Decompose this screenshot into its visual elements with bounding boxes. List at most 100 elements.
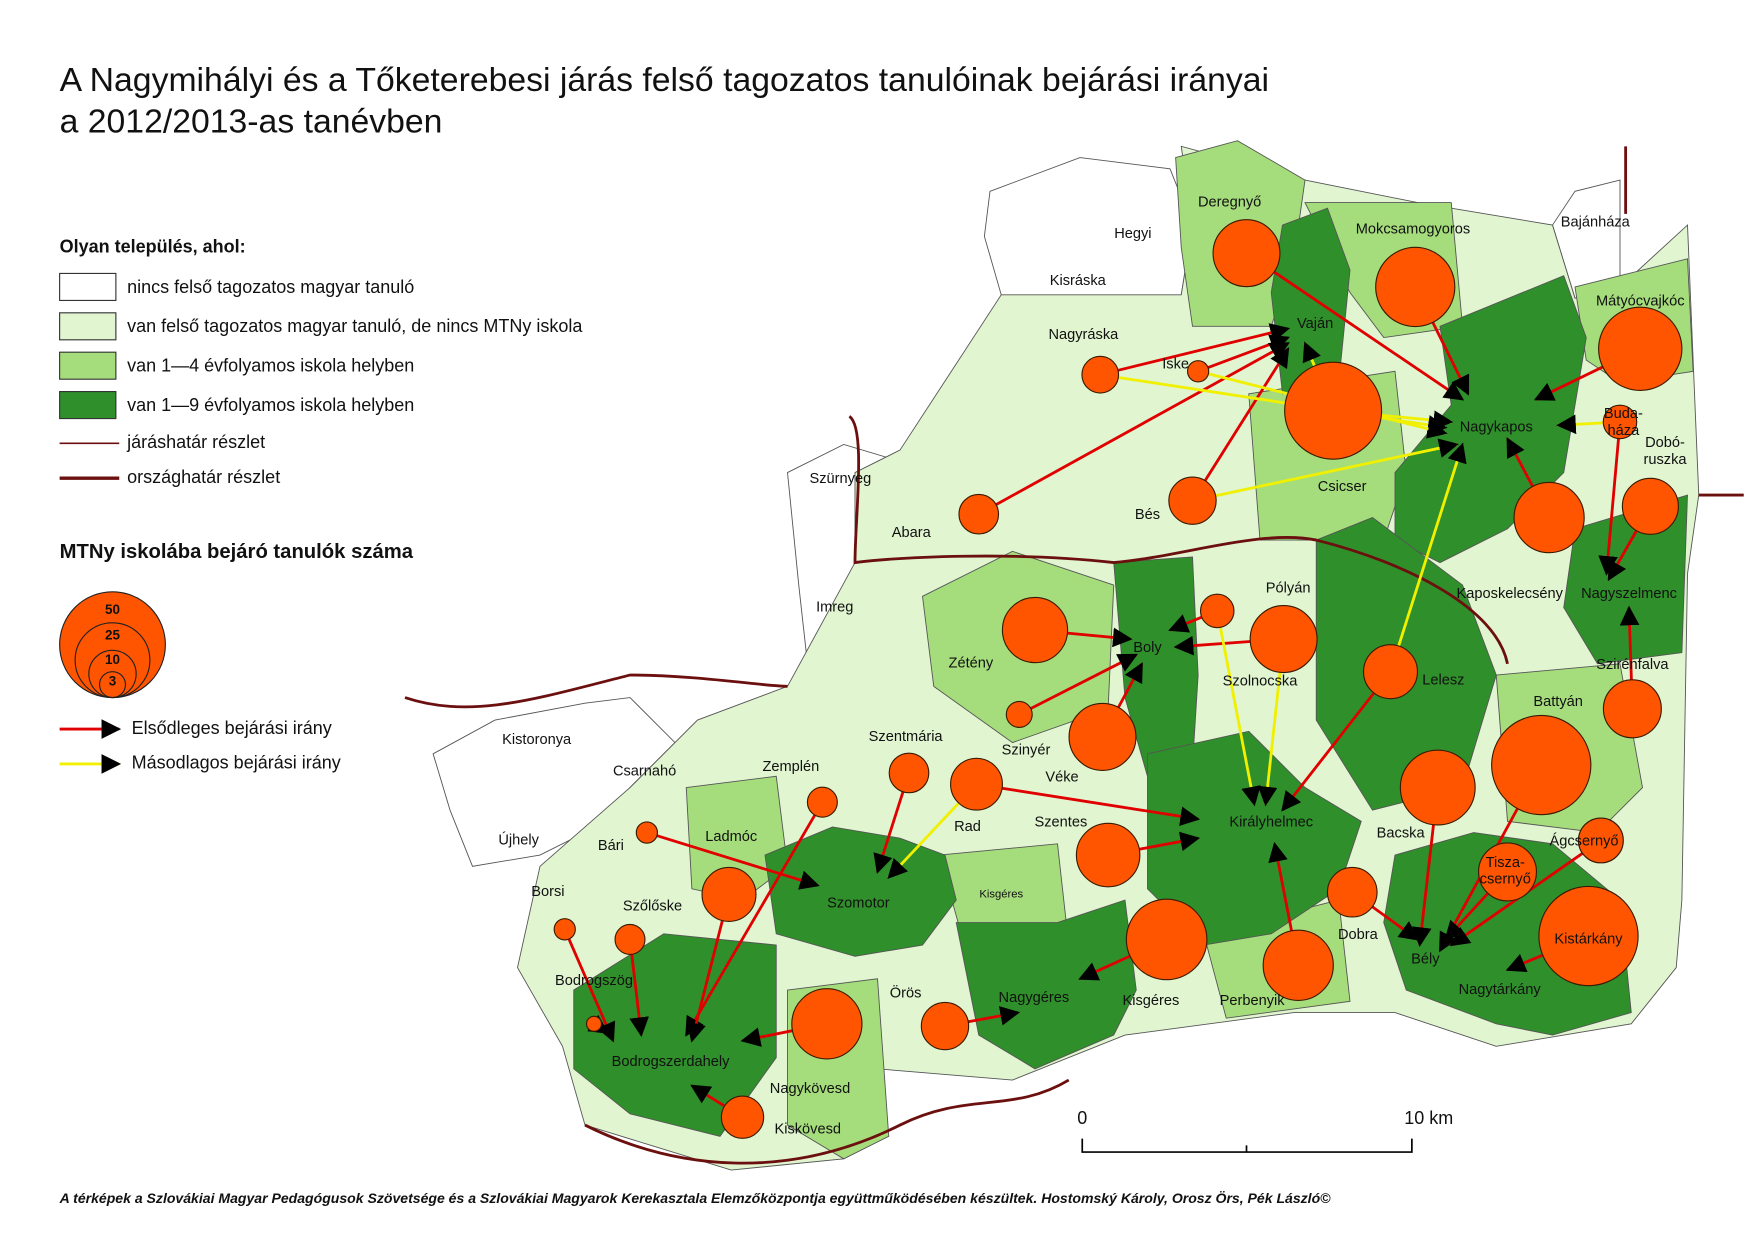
bubble: [614, 923, 646, 955]
bubble: [1477, 842, 1538, 902]
place-label: Bodrogszerdahely: [612, 1054, 730, 1070]
scale-label: 0: [1077, 1108, 1087, 1128]
bubble: [1125, 898, 1208, 981]
arrow: [1444, 892, 1489, 941]
place-label: csernyő: [1480, 872, 1531, 888]
arrow: [690, 1084, 726, 1108]
place-label: Hegyi: [1114, 226, 1151, 242]
bubble: [1621, 477, 1679, 535]
title: a 2012/2013-as tanévben: [60, 103, 443, 141]
labels: Deregnyő Hegyi Mokcsamogyoros Bajánháza Kisr…: [498, 194, 1687, 1137]
place-label: Kisgéres: [979, 888, 1023, 900]
legend-heading: MTNy iskolába bejáró tanulók száma: [60, 541, 414, 563]
place-label: ruszka: [1643, 452, 1687, 468]
arrow: [1030, 653, 1139, 710]
footer: A térképek a Szlovákiai Magyar Pedagógus…: [59, 1190, 1332, 1206]
place-label: Nagytárkány: [1459, 982, 1542, 998]
place-label: Csicser: [1318, 479, 1367, 495]
bubble: [1168, 476, 1217, 525]
legend-label: országhatár részlet: [127, 467, 280, 487]
place-label: Szürnyeg: [810, 471, 872, 487]
bubble: [1249, 605, 1318, 674]
legend-bubble-label: 50: [105, 602, 120, 617]
place-label: Kisráska: [1050, 273, 1107, 289]
scale-label: 10 km: [1404, 1108, 1453, 1128]
place-label: Rad: [954, 819, 981, 835]
arrow: [1371, 905, 1420, 941]
place-label: Újhely: [498, 831, 539, 848]
place-label: Szolnocska: [1223, 674, 1299, 690]
legend-bubble-label: 10: [105, 652, 120, 667]
bubble: [1005, 700, 1033, 728]
country-border: [404, 146, 1744, 1165]
legend-label: nincs felső tagozatos magyar tanuló: [127, 277, 414, 297]
legend-label: van felső tagozatos magyar tanuló, de ni…: [127, 316, 583, 336]
place-label: Csarnahó: [613, 764, 676, 780]
legend: Olyan település, ahol: nincs felső tagoz…: [59, 236, 583, 774]
place-label: Mátyócvajkóc: [1596, 293, 1684, 309]
place-label: Lelesz: [1422, 673, 1464, 689]
arrow: [1619, 605, 1640, 680]
bubble: [585, 1015, 603, 1032]
arrow: [887, 802, 960, 879]
bubble: [1186, 360, 1210, 383]
bubble: [1199, 593, 1235, 629]
place-label: Nagykövesd: [770, 1081, 850, 1097]
place-label: Nagyráska: [1048, 327, 1119, 343]
place-label: Imreg: [816, 599, 853, 615]
place-label: Iske: [1162, 356, 1189, 372]
place-label: háza: [1608, 423, 1641, 439]
bubble: [791, 988, 863, 1060]
bubble: [958, 493, 1000, 535]
arrow: [1268, 841, 1293, 932]
arrow: [1117, 323, 1291, 372]
place-label: Vaján: [1297, 316, 1333, 332]
bubble: [920, 1001, 970, 1051]
arrow: [1533, 365, 1604, 401]
legend-bubble: [98, 671, 127, 699]
arrow: [1411, 824, 1435, 948]
place-label: Szentes: [1034, 814, 1087, 830]
region: [764, 826, 957, 957]
place-label: Bély: [1411, 952, 1440, 968]
region: [955, 899, 1137, 1070]
bubble: [1602, 404, 1638, 440]
place-label: Véke: [1045, 769, 1078, 785]
arrow: [1219, 627, 1261, 807]
legend-swatch: [59, 391, 117, 420]
bubble: [1598, 306, 1683, 392]
place-label: Szentmária: [869, 729, 944, 745]
bubble: [1399, 749, 1476, 826]
arrow: [1506, 437, 1534, 488]
arrow: [740, 1027, 793, 1047]
place-label: Deregnyő: [1198, 194, 1261, 210]
place-label: Kistárkány: [1554, 931, 1623, 947]
arrow: [1168, 614, 1203, 633]
arrow: [1273, 270, 1465, 401]
place-label: Bacska: [1377, 826, 1426, 842]
legend-label: van 1—9 évfolyamos iskola helyben: [127, 395, 414, 415]
bubble: [1081, 355, 1120, 394]
borders: [404, 146, 1744, 1165]
arrow: [1203, 347, 1290, 482]
title: A Nagymihályi és a Tőketerebesi járás fe…: [60, 61, 1269, 99]
arrow: [685, 814, 817, 1037]
legend-label: van 1—4 évfolyamos iskola helyben: [127, 356, 414, 376]
place-label: Battyán: [1533, 694, 1583, 710]
place-label: Ágcsernyő: [1549, 832, 1618, 849]
place-label: Szirénfalva: [1596, 657, 1669, 673]
place-label: Nagykapos: [1460, 419, 1533, 435]
arrow: [1397, 442, 1467, 647]
place-label: Bodrogszög: [555, 973, 633, 989]
place-label: Perbenyik: [1220, 993, 1286, 1009]
arrow: [629, 954, 649, 1038]
bubble: [701, 866, 757, 922]
arrow: [1302, 341, 1321, 367]
bubble: [1001, 596, 1069, 664]
legend-bubble-label: 25: [105, 627, 121, 642]
bubbles: [553, 219, 1683, 1139]
arrow: [1281, 692, 1376, 812]
place-label: Szomotor: [827, 895, 890, 911]
arrow: [1431, 321, 1470, 396]
arrow: [587, 1014, 610, 1034]
